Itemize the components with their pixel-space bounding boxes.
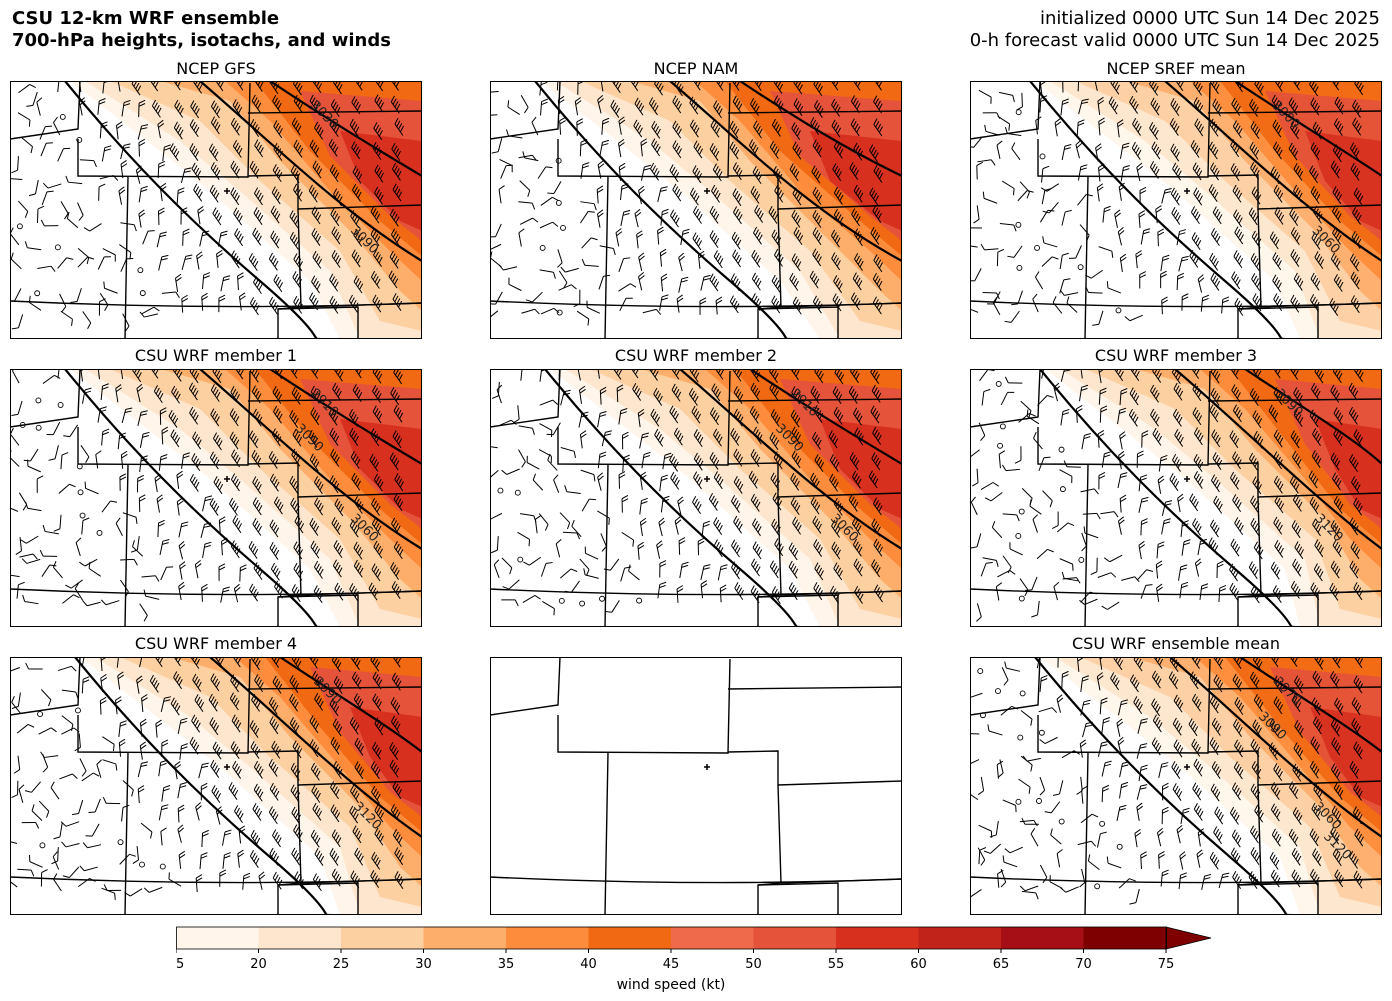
colorbar-segment [918,927,1002,949]
colorbar-segment [341,927,424,949]
map-panel-member2: 2910 3060 3090 [490,369,902,627]
panel-title-member1: CSU WRF member 1 [134,346,298,365]
colorbar-segment [423,927,507,949]
colorbar-label: wind speed (kt) [617,977,726,993]
colorbar-tick-label: 40 [580,957,597,972]
map-panel-ensemble-mean: 2970 3060 3090 3120 [970,657,1382,915]
panel-title-nam: NCEP NAM [653,59,739,78]
figure-title-line1: CSU 12-km WRF ensemble [12,8,280,29]
colorbar-tick-label: 60 [910,957,927,972]
panel-title-ensemble-mean: CSU WRF ensemble mean [1071,634,1280,653]
colorbar-segment [1001,927,1084,949]
figure-title: CSU 12-km WRF ensemble 700-hPa heights, … [12,8,391,52]
wind-speed-colorbar: 15 20 25 30 35 40 45 50 55 60 65 70 75 wind speed (kt… [168,925,1216,995]
colorbar-extend-arrow [1165,926,1212,950]
map-panel-nam [490,81,902,339]
colorbar-tick-label: 20 [250,957,267,972]
colorbar-segment [836,927,919,949]
colorbar-tick-label: 45 [663,957,680,972]
colorbar-tick-label: 50 [745,957,762,972]
colorbar-segment [506,927,589,949]
forecast-time-info: initialized 0000 UTC Sun 14 Dec 2025 0-h… [970,8,1380,52]
colorbar-segment [753,927,837,949]
colorbar-tick-label: 55 [828,957,845,972]
colorbar-tick-label: 25 [333,957,350,972]
map-panel-member4: 3090 3120 [10,657,422,915]
colorbar-tick-label: 75 [1158,957,1175,972]
panel-title-sref: NCEP SREF mean [1106,59,1246,78]
valid-time-label: 0-h forecast valid 0000 UTC Sun 14 Dec 2… [969,30,1380,51]
colorbar-tick-label: 35 [498,957,515,972]
colorbar-segment [176,927,259,949]
map-panel-empty [490,657,902,915]
colorbar-segment [1083,927,1167,949]
colorbar-tick-label: 15 [176,957,184,972]
panel-title-gfs: NCEP GFS [176,59,256,78]
figure-title-line2: 700-hPa heights, isotachs, and winds [12,30,391,51]
colorbar-tick-label: 30 [415,957,432,972]
colorbar-segment [258,927,342,949]
panel-title-member4: CSU WRF member 4 [134,634,298,653]
map-panel-member3: 3090 3120 [970,369,1382,627]
colorbar-segment [588,927,672,949]
colorbar-tick-label: 70 [1075,957,1092,972]
colorbar-tick-label: 65 [993,957,1010,972]
panel-title-member2: CSU WRF member 2 [614,346,778,365]
init-time-label: initialized 0000 UTC Sun 14 Dec 2025 [1039,8,1380,29]
panel-title-member3: CSU WRF member 3 [1094,346,1258,365]
map-panel-sref: 3000 3060 [970,81,1382,339]
map-panel-gfs: 3030 3090 [10,81,422,339]
map-panel-member1: 2910 3060 3090 [10,369,422,627]
colorbar-segment [671,927,754,949]
